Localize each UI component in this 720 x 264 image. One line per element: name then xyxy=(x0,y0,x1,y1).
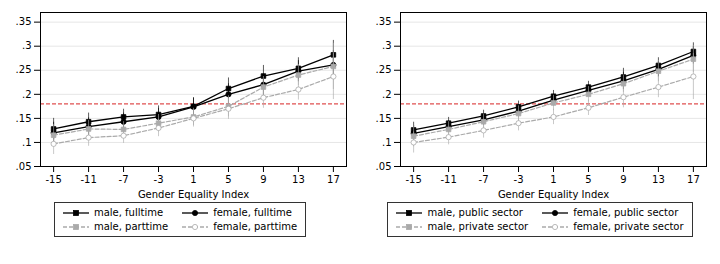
html-text:male, fulltime: male, fulltime xyxy=(93,207,164,218)
svg-text:17: 17 xyxy=(687,174,700,185)
html-text:female, parttime: female, parttime xyxy=(213,221,298,232)
svg-text:.3: .3 xyxy=(22,40,32,51)
svg-text:-7: -7 xyxy=(119,174,129,185)
html-text:male, private sector: male, private sector xyxy=(427,221,529,232)
svg-text:.15: .15 xyxy=(16,113,32,124)
html-text:female, public sector: female, public sector xyxy=(573,207,679,218)
svg-text:-11: -11 xyxy=(80,174,96,185)
svg-text:.35: .35 xyxy=(376,16,392,27)
svg-text:5: 5 xyxy=(585,174,591,185)
html-text:male, parttime: male, parttime xyxy=(93,221,169,232)
svg-text:9: 9 xyxy=(620,174,626,185)
svg-text:-3: -3 xyxy=(514,174,524,185)
svg-text:.05: .05 xyxy=(376,161,392,172)
svg-text:Gender Equality Index: Gender Equality Index xyxy=(138,189,249,200)
svg-text:13: 13 xyxy=(292,174,305,185)
svg-text:-7: -7 xyxy=(479,174,489,185)
svg-text:.2: .2 xyxy=(382,89,392,100)
html-text:male, public sector: male, public sector xyxy=(427,207,523,218)
svg-text:.35: .35 xyxy=(16,16,32,27)
svg-text:.25: .25 xyxy=(16,64,32,75)
svg-text:-11: -11 xyxy=(440,174,456,185)
svg-text:.15: .15 xyxy=(376,113,392,124)
svg-text:17: 17 xyxy=(327,174,340,185)
html-text:female, fulltime: female, fulltime xyxy=(213,207,292,218)
svg-text:1: 1 xyxy=(190,174,196,185)
svg-text:-3: -3 xyxy=(154,174,164,185)
svg-text:13: 13 xyxy=(652,174,665,185)
svg-text:.2: .2 xyxy=(22,89,32,100)
svg-text:Gender Equality Index: Gender Equality Index xyxy=(498,189,609,200)
svg-text:9: 9 xyxy=(260,174,266,185)
html-text:female, private sector: female, private sector xyxy=(573,221,684,232)
svg-text:5: 5 xyxy=(225,174,231,185)
svg-text:.1: .1 xyxy=(382,137,392,148)
svg-text:1: 1 xyxy=(550,174,556,185)
svg-text:-15: -15 xyxy=(405,174,421,185)
svg-text:.05: .05 xyxy=(16,161,32,172)
svg-text:.1: .1 xyxy=(22,137,32,148)
svg-text:-15: -15 xyxy=(45,174,61,185)
svg-text:.3: .3 xyxy=(382,40,392,51)
svg-text:.25: .25 xyxy=(376,64,392,75)
